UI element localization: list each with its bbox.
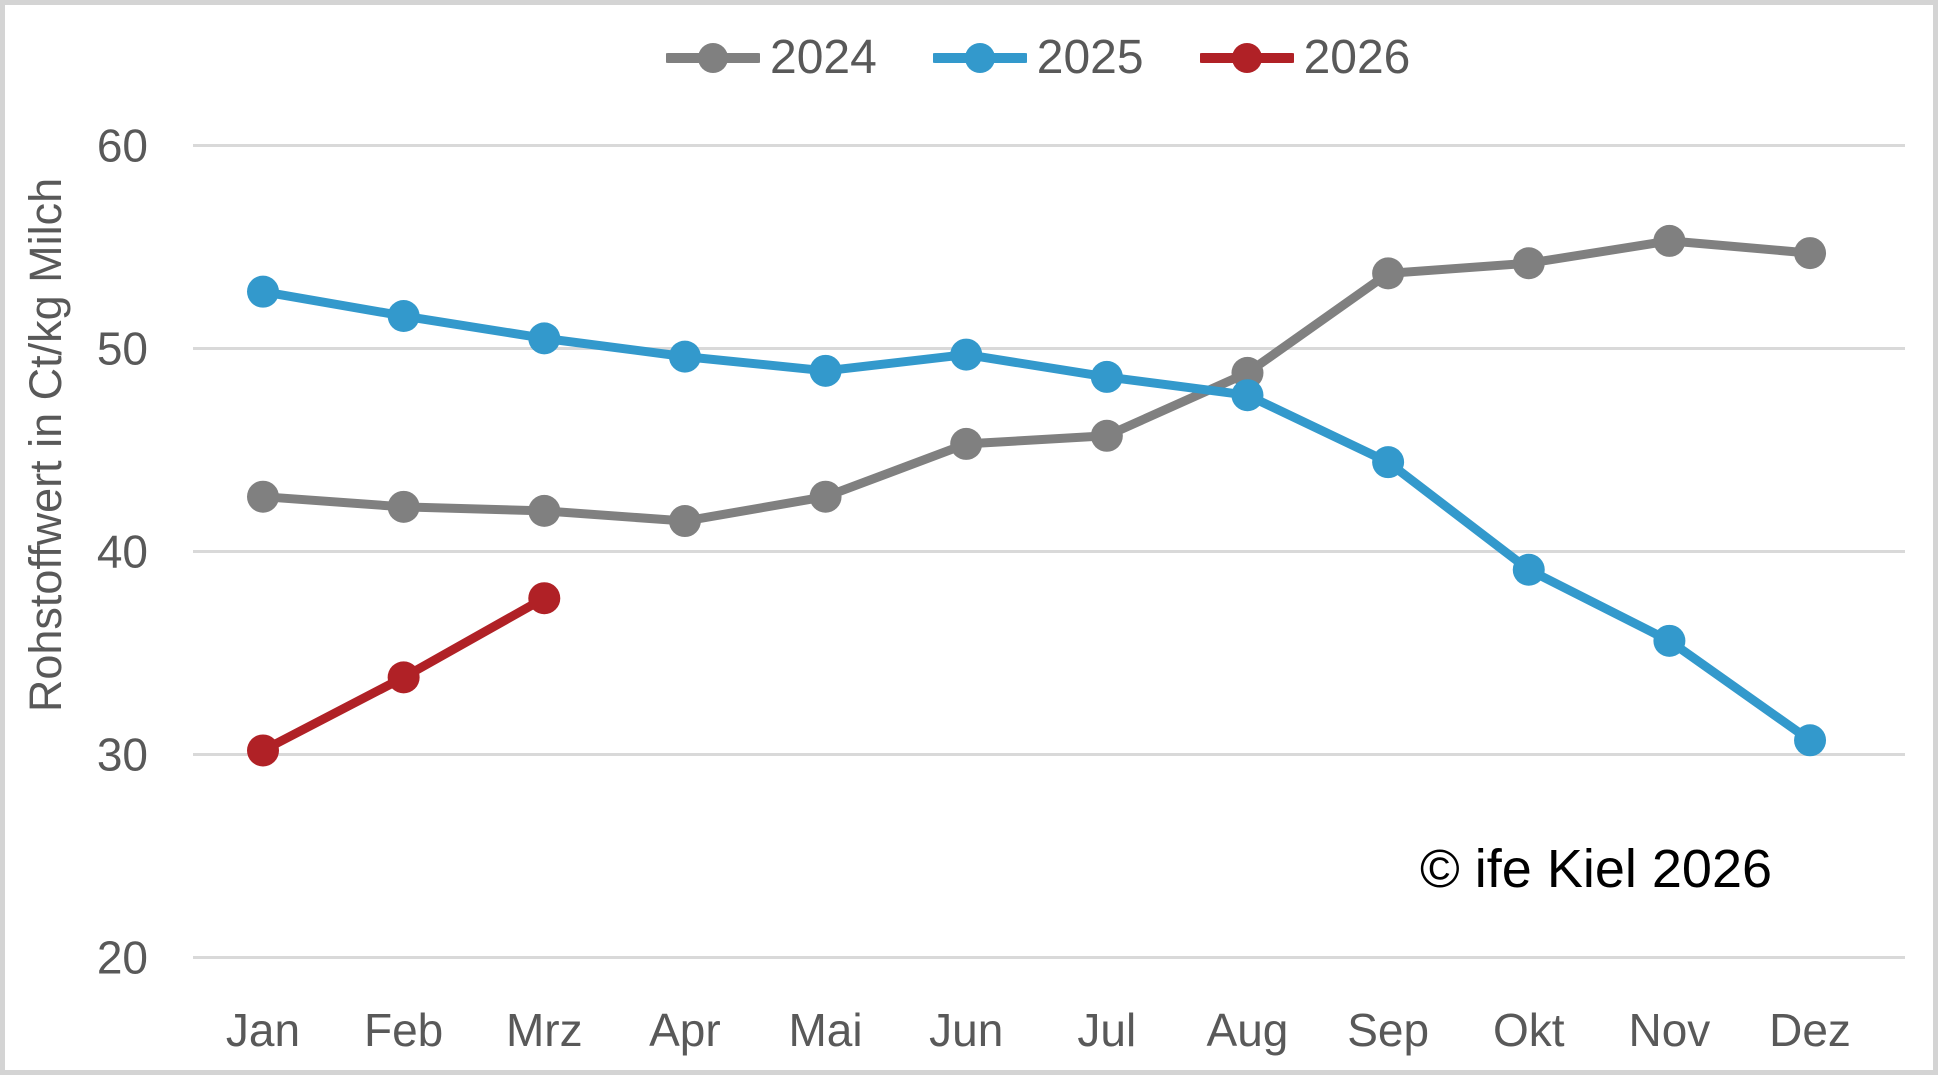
legend-item-2026: 2026 (1199, 30, 1411, 85)
legend-marker-icon (666, 42, 760, 73)
data-point-2024 (1090, 419, 1123, 452)
data-point-2025 (1653, 624, 1686, 657)
x-tick-label: Mrz (506, 1004, 583, 1056)
legend-item-2024: 2024 (666, 30, 877, 85)
x-tick-label: Jan (226, 1004, 300, 1056)
data-point-2026 (247, 734, 279, 767)
data-point-2025 (950, 338, 983, 371)
y-axis-title: Rohstoffwert in Ct/kg Milch (20, 177, 71, 713)
series-line-2025 (258, 287, 1815, 745)
legend-item-2025: 2025 (932, 30, 1144, 85)
data-point-2024 (1512, 247, 1545, 280)
legend-dot (698, 42, 728, 73)
x-tick-label: Okt (1493, 1004, 1565, 1056)
legend-marker-icon (932, 42, 1027, 73)
data-point-2025 (1512, 553, 1545, 586)
x-tick-label: Apr (649, 1004, 721, 1056)
data-point-2025 (668, 340, 701, 373)
legend-marker-icon (1199, 42, 1294, 73)
data-point-2024 (1653, 224, 1686, 257)
data-point-2025 (1090, 360, 1123, 393)
data-point-2026 (387, 661, 420, 694)
data-point-2024 (247, 480, 279, 513)
data-point-2024 (668, 505, 701, 538)
copyright-annotation: © ife Kiel 2026 (1420, 839, 1773, 899)
data-point-2024 (1794, 237, 1827, 270)
data-point-2025 (1372, 446, 1405, 479)
y-tick-label: 30 (97, 729, 148, 781)
y-tick-label: 60 (97, 120, 148, 172)
data-point-2024 (950, 427, 983, 460)
x-tick-label: Mai (788, 1004, 862, 1056)
data-point-2025 (1231, 379, 1264, 412)
x-tick-label: Jun (929, 1004, 1003, 1056)
legend-dot (1231, 42, 1262, 73)
legend-label: 2024 (770, 31, 877, 84)
data-point-2025 (387, 300, 420, 333)
x-tick-label: Sep (1347, 1004, 1429, 1056)
legend-dot (964, 42, 995, 73)
data-point-2026 (528, 582, 561, 615)
data-point-2024 (1372, 257, 1405, 290)
legend-label: 2026 (1303, 31, 1411, 84)
x-tick-label: Feb (364, 1004, 443, 1056)
data-point-2024 (809, 480, 842, 513)
x-tick-label: Jul (1077, 1004, 1136, 1056)
data-point-2025 (1794, 724, 1827, 757)
series-line-2024 (258, 236, 1815, 526)
legend: 2024 2025 2026 (666, 30, 1410, 85)
x-tick-label: Aug (1207, 1004, 1289, 1056)
data-point-2025 (247, 275, 279, 308)
y-tick-label: 20 (97, 932, 148, 984)
legend-label: 2025 (1036, 31, 1144, 84)
y-tick-label: 40 (97, 526, 148, 578)
data-point-2025 (528, 322, 561, 355)
y-tick-label: 50 (97, 323, 148, 375)
data-point-2024 (387, 490, 420, 523)
data-point-2025 (809, 354, 842, 387)
data-point-2024 (528, 494, 561, 527)
x-tick-label: Nov (1628, 1004, 1710, 1056)
x-tick-label: Dez (1769, 1004, 1851, 1056)
data-point-2024 (1231, 356, 1264, 389)
